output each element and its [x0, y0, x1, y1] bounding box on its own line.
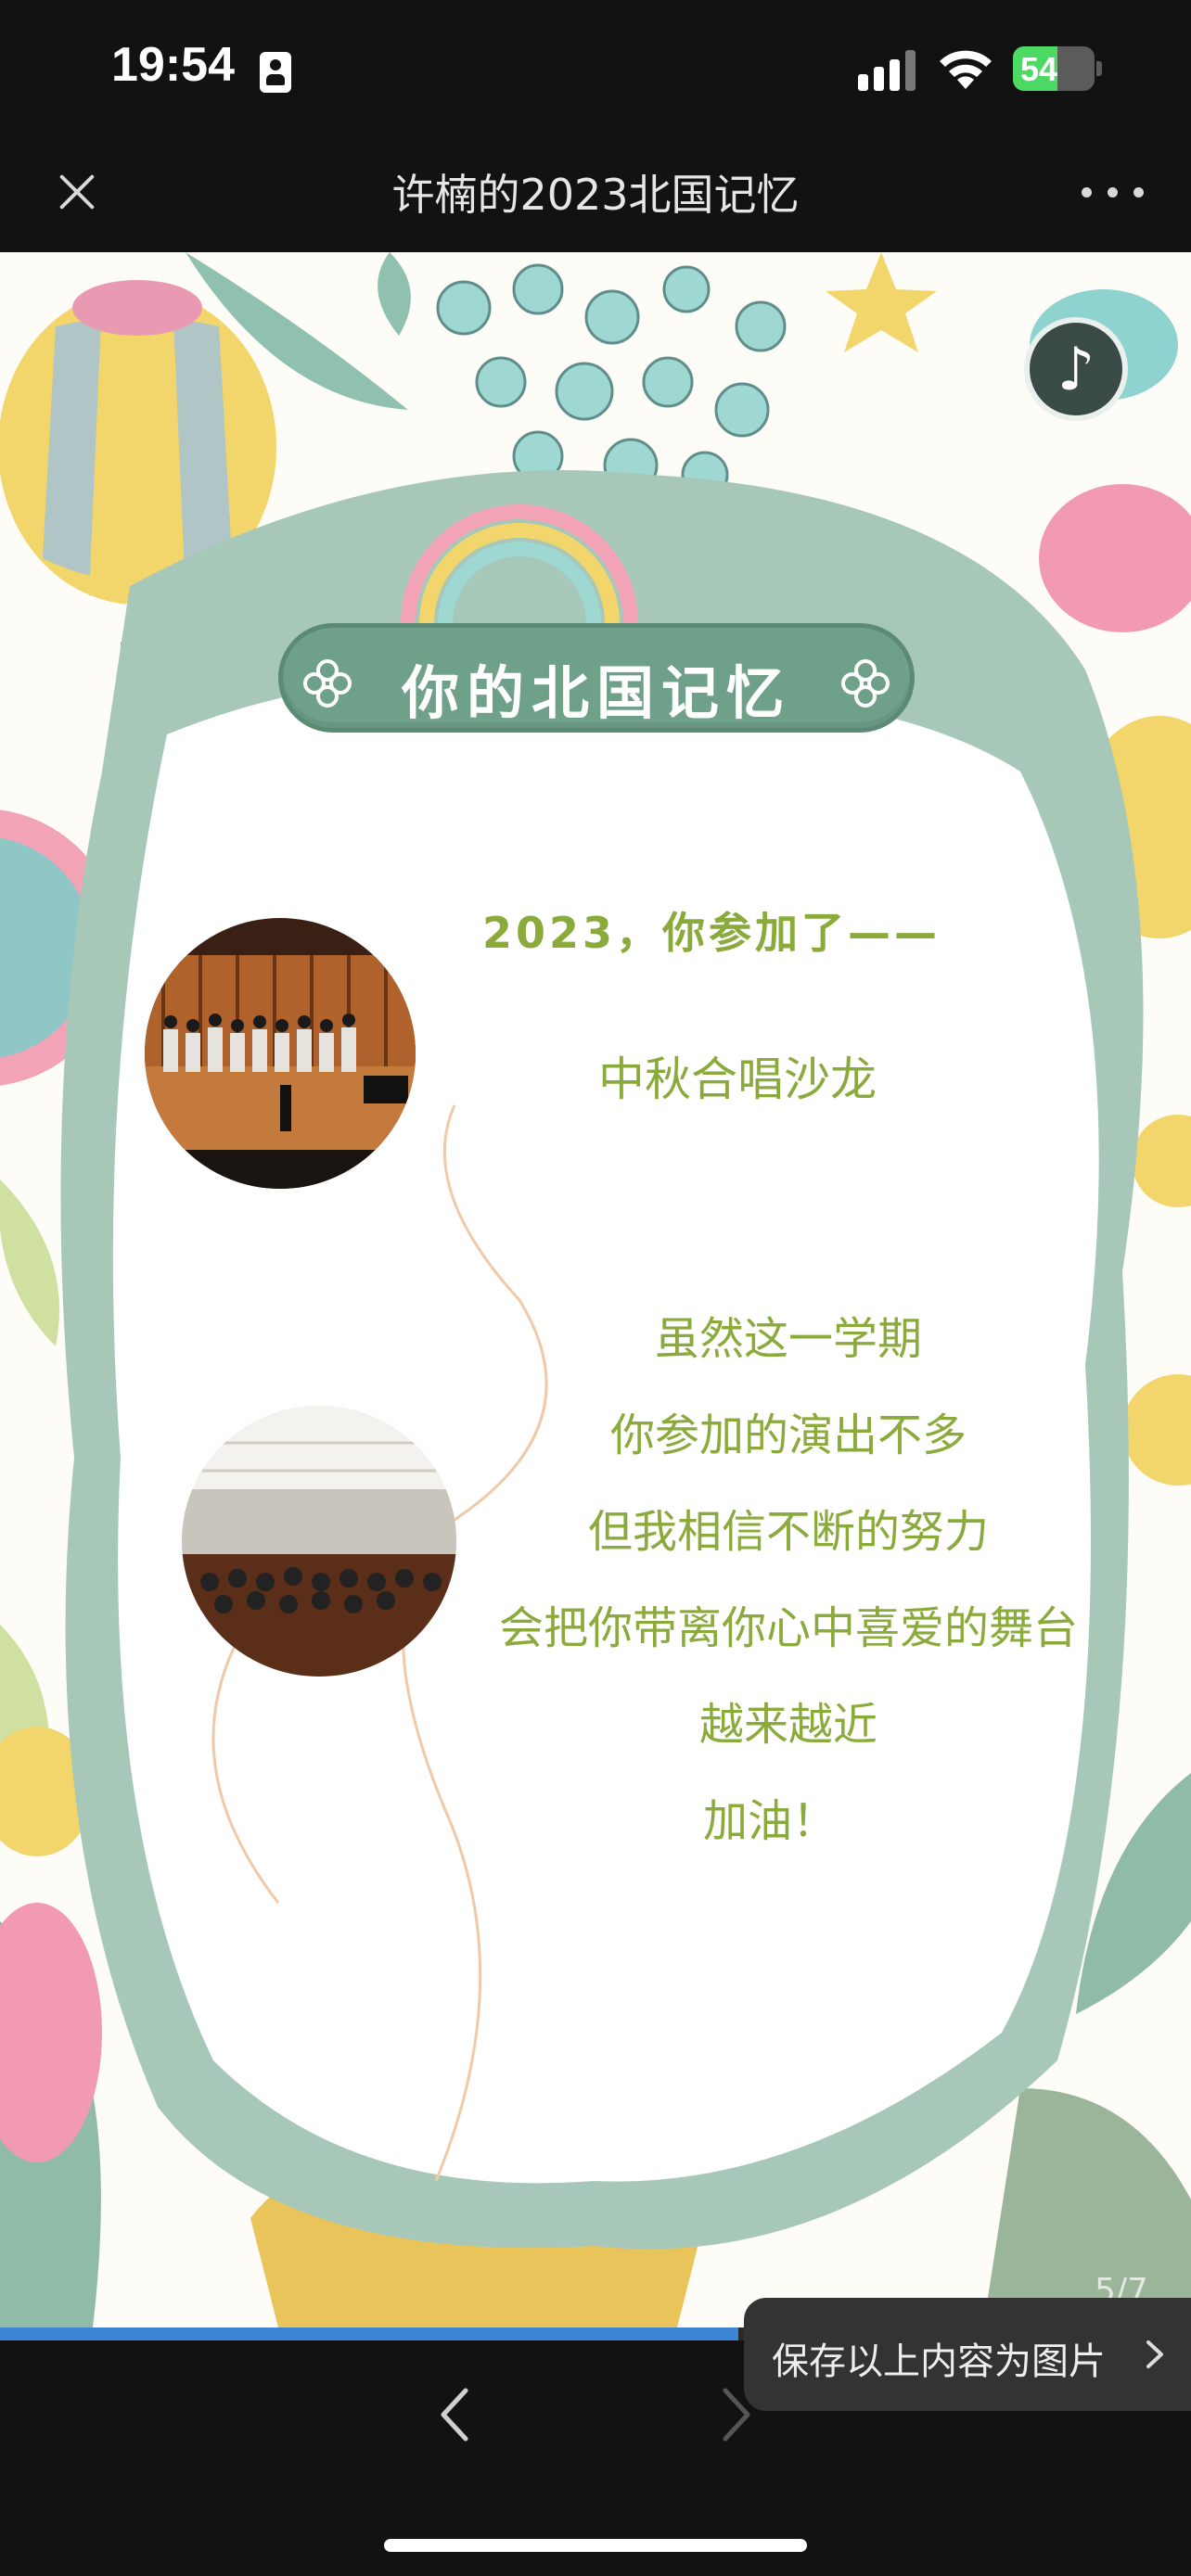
hot-air-balloon-illustration [0, 280, 276, 716]
wifi-icon [940, 50, 992, 89]
battery-tip [1096, 61, 1102, 76]
message-line: 会把你带离你心中喜爱的舞台 [498, 1602, 1078, 1654]
music-note-icon: ♪ [1057, 336, 1095, 404]
music-toggle-button[interactable]: ♪ [1024, 317, 1128, 421]
message-line: 虽然这一学期 [654, 1313, 922, 1365]
intro-text: 2023，你参加了—— [482, 908, 941, 958]
status-time: 19:54 [111, 38, 235, 92]
battery-percentage: 54 [1020, 50, 1058, 88]
save-as-image-button[interactable]: 保存以上内容为图片 [744, 2298, 1191, 2411]
chevron-right-icon[interactable] [714, 2381, 759, 2448]
cellular-signal-icon [858, 50, 917, 91]
person-id-icon [260, 52, 291, 93]
home-indicator [384, 2539, 807, 2552]
story-page[interactable]: ♪ 你的北国记忆 [0, 252, 1191, 2327]
message-line: 加油！ [702, 1795, 837, 1847]
message-line: 越来越近 [698, 1699, 877, 1751]
message-line: 你参加的演出不多 [609, 1409, 967, 1461]
page-title: 许楠的2023北国记忆 [391, 170, 800, 220]
event-name: 中秋合唱沙龙 [598, 1052, 877, 1106]
chevron-left-icon[interactable] [432, 2381, 477, 2448]
chevron-right-icon [1146, 2340, 1163, 2368]
progress-fill [0, 2327, 739, 2340]
flower-icon [303, 659, 352, 708]
rehearsal-hall-photo [182, 1406, 456, 1677]
more-icon[interactable] [1082, 182, 1145, 200]
nav-bar: 许楠的2023北国记忆 [0, 130, 1191, 252]
status-bar: 19:54 54 [0, 0, 1191, 130]
message-line: 但我相信不断的努力 [587, 1506, 989, 1558]
flower-icon [841, 659, 890, 708]
banner-title: 你的北国记忆 [401, 659, 791, 727]
save-as-image-label: 保存以上内容为图片 [772, 2340, 1106, 2383]
decorative-background [0, 252, 1191, 2327]
choir-performance-photo [145, 918, 416, 1189]
battery-icon: 54 [1013, 46, 1095, 91]
banner: 你的北国记忆 [278, 623, 915, 733]
